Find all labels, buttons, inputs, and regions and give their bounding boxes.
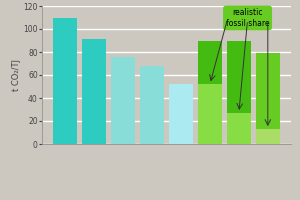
Bar bbox=[169, 84, 193, 144]
Bar bbox=[198, 84, 222, 144]
Bar bbox=[111, 57, 135, 144]
Bar bbox=[53, 18, 77, 144]
Bar bbox=[82, 39, 106, 144]
Y-axis label: t CO₂/TJ: t CO₂/TJ bbox=[12, 59, 21, 91]
Bar bbox=[198, 40, 222, 144]
Bar bbox=[227, 113, 251, 144]
Bar bbox=[140, 66, 164, 144]
Bar bbox=[256, 129, 280, 144]
Bar bbox=[256, 53, 280, 144]
Bar bbox=[227, 40, 251, 144]
Text: realistic
fossil share: realistic fossil share bbox=[226, 8, 269, 28]
